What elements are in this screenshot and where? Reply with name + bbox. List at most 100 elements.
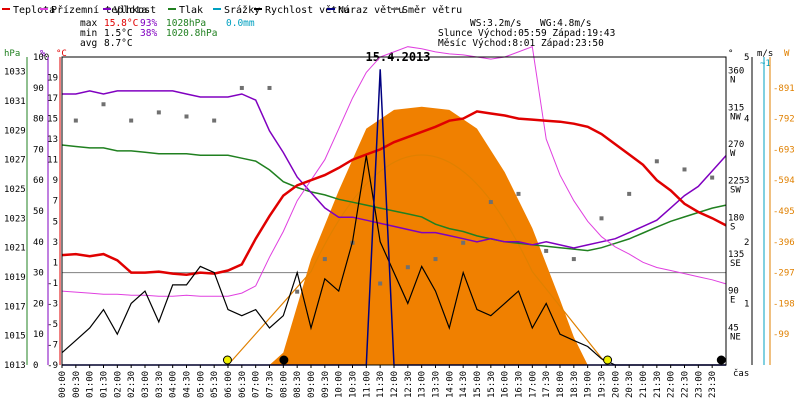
series-temperature (61, 110, 727, 276)
series-pressure (61, 144, 727, 252)
axis-tick-time: 23:00 (694, 371, 704, 398)
moonset-marker (716, 355, 726, 365)
axis-tick-temperature: 7 (53, 197, 58, 207)
axis-tick-temperature: 9 (53, 176, 58, 186)
axis-unit-rain: ~1 (760, 59, 771, 69)
axis-tick-temperature: 3 (53, 238, 58, 248)
axis-tick-time: 04:00 (169, 371, 179, 398)
axis-tick-percent: 100 (33, 53, 49, 63)
axis-tick-time: 01:00 (86, 371, 96, 398)
sunrise-marker (222, 355, 232, 365)
axis-tick-direction-name: SW (730, 186, 741, 196)
axis-tick-percent: 0 (33, 361, 38, 371)
axis-tick-percent: 30 (33, 269, 44, 279)
axis-tick-time: 14:00 (445, 371, 455, 398)
axis-tick-solar: -594 (773, 176, 795, 186)
axis-tick-time: 08:30 (293, 371, 303, 398)
stat-label: max (80, 18, 97, 29)
wind-direction-point (73, 118, 78, 123)
theoretical-sun-curve (227, 154, 608, 366)
axis-tick-temperature: 17 (47, 94, 58, 104)
axis-tick-direction-name: SE (730, 259, 741, 269)
stat-pressure: 1020.8hPa (166, 28, 217, 39)
axis-tick-time: 20:30 (625, 371, 635, 398)
axis-tick-time: 22:00 (667, 371, 677, 398)
axis-tick-time: 16:00 (501, 371, 511, 398)
axis-unit-solar: W (784, 49, 790, 59)
wind-direction-point (544, 248, 549, 253)
wind-direction-point (488, 200, 493, 205)
axis-tick-wind: 5 (744, 53, 749, 63)
axis-tick-time: 04:30 (183, 371, 193, 398)
stats-panel: max 15.8°C 93% 1028hPa 0.0mm min 1.5°C 38% 1020.… (80, 18, 615, 49)
stat-label: avg (80, 38, 97, 49)
axis-tick-direction: 315 (728, 103, 744, 113)
axis-tick-time: 17:30 (542, 371, 552, 398)
axis-tick-hpa: 1023 (4, 214, 26, 224)
stat-rain: 0.0mm (226, 18, 255, 29)
axis-tick-direction: 135 (728, 250, 744, 260)
axis-tick-time: 11:30 (376, 371, 386, 398)
axis-tick-wind: 1 (744, 299, 749, 309)
axis-tick-direction: 90 (728, 287, 739, 297)
wind-direction-point (295, 289, 300, 294)
axis-tick-time: 07:30 (266, 371, 276, 398)
wind-direction-point (571, 257, 576, 262)
wind-direction-point (129, 118, 134, 123)
axis-tick-hpa: 1013 (4, 361, 26, 371)
wind-direction-point (405, 265, 410, 270)
legend-label: Teplota (13, 5, 55, 16)
axis-tick-percent: 20 (33, 299, 44, 309)
axis-tick-wind: 2 (744, 238, 749, 248)
axis-tick-time: 15:30 (487, 371, 497, 398)
axis-tick-time: 11:00 (362, 371, 372, 398)
axis-unit-direction: ° (728, 49, 733, 59)
axis-tick-percent: 70 (33, 145, 44, 155)
axis-tick-time: 02:30 (127, 371, 137, 398)
axis-tick-direction: 225 (728, 177, 744, 187)
stat-label: min (80, 28, 97, 39)
axis-tick-time: 18:30 (570, 371, 580, 398)
axis-tick-direction-name: NW (730, 112, 741, 122)
stat-temp: 1.5°C (104, 28, 133, 39)
wind-direction-point (654, 159, 659, 164)
axis-tick-solar: -693 (773, 145, 795, 155)
axis-tick-time: 21:00 (639, 371, 649, 398)
axis-tick-temperature: -7 (47, 340, 58, 350)
axis-tick-time: 06:00 (224, 371, 234, 398)
axis-tick-solar: -891 (773, 84, 795, 94)
axis-tick-percent: 50 (33, 207, 44, 217)
axis-tick-time: 03:30 (155, 371, 165, 398)
stat-temp: 8.7°C (104, 38, 133, 49)
axis-tick-time: 22:30 (681, 371, 691, 398)
axis-tick-direction-name: S (730, 222, 735, 232)
axis-tick-time: 02:00 (113, 371, 123, 398)
axis-tick-time: 00:00 (58, 371, 68, 398)
axis-tick-temperature: 13 (47, 135, 58, 145)
axis-tick-time: 16:30 (515, 371, 525, 398)
stat-pressure: 1028hPa (166, 18, 206, 29)
axis-tick-temperature: 19 (47, 74, 58, 84)
wind-direction-point (433, 257, 438, 262)
wind-direction-point (212, 118, 217, 123)
axis-label-time: čas (733, 368, 749, 379)
axis-tick-temperature: -1 (47, 279, 58, 289)
stat-wind-speed: WS:3.2m/s (470, 18, 521, 29)
stat-wind-gust: WG:4.8m/s (540, 18, 591, 29)
wind-direction-point (627, 191, 632, 196)
axis-unit-hpa: hPa (4, 49, 20, 59)
axis-tick-hpa: 1019 (4, 273, 26, 283)
axis-tick-hpa: 1031 (4, 97, 26, 107)
axis-tick-time: 03:00 (141, 371, 151, 398)
sunset-marker (603, 355, 613, 365)
axis-tick-direction-name: E (730, 296, 735, 306)
wind-direction-point (682, 167, 687, 172)
axis-tick-percent: 80 (33, 115, 44, 125)
axis-tick-solar: -198 (773, 299, 795, 309)
axis-tick-percent: 40 (33, 238, 44, 248)
legend-label: Tlak (179, 5, 203, 16)
wind-direction-point (710, 175, 715, 180)
legend-label: Srážky (224, 4, 260, 16)
axis-tick-temperature: 5 (53, 217, 58, 227)
stat-humidity: 38% (140, 28, 157, 39)
